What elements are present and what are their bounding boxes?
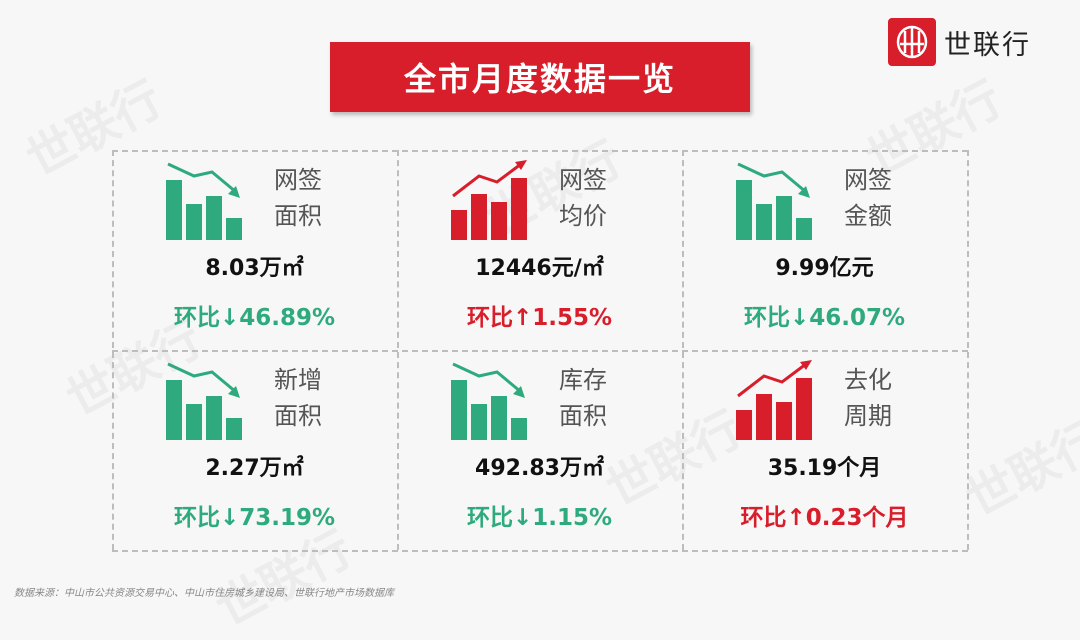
metric-label: 新增 面积 <box>274 362 354 434</box>
title-banner: 全市月度数据一览 <box>330 42 750 112</box>
metrics-grid: 网签 面积 8.03万㎡ 环比↓46.89% 网签 均价 12446元/㎡ 环比… <box>112 150 969 552</box>
metric-label: 网签 金额 <box>844 162 924 234</box>
metric-change: 环比↓46.89% <box>173 305 336 331</box>
divider <box>112 150 114 550</box>
metric-label: 网签 面积 <box>274 162 354 234</box>
metric-card: 网签 金额 9.99亿元 环比↓46.07% <box>682 150 967 350</box>
metric-value: 12446元/㎡ <box>475 256 604 281</box>
page-title: 全市月度数据一览 <box>403 60 676 98</box>
metric-change: 环比↑1.55% <box>466 305 613 331</box>
metric-card: 去化 周期 35.19个月 环比↑0.23个月 <box>682 350 967 550</box>
metric-label-line: 网签 <box>274 166 322 194</box>
metric-change: 环比↑0.23个月 <box>740 505 909 531</box>
metric-card: 新增 面积 2.27万㎡ 环比↓73.19% <box>112 350 397 550</box>
trend-down-bar-chart-icon <box>164 358 254 442</box>
watermark: 世联行 <box>957 410 1080 528</box>
divider <box>112 550 968 552</box>
divider <box>112 350 968 352</box>
divider <box>112 150 968 152</box>
brand-logo-icon <box>888 18 936 66</box>
brand-name: 世联行 <box>944 29 1031 61</box>
metric-card: 网签 面积 8.03万㎡ 环比↓46.89% <box>112 150 397 350</box>
data-source-note: 数据来源：中山市公共资源交易中心、中山市住房城乡建设局、世联行地产市场数据库 <box>14 588 394 599</box>
metric-label-line: 面积 <box>274 202 322 230</box>
divider <box>967 150 969 550</box>
divider <box>397 150 399 550</box>
metric-label: 去化 周期 <box>844 362 924 434</box>
metric-change: 环比↓1.15% <box>466 505 613 531</box>
metric-label-line: 周期 <box>844 402 892 430</box>
metric-label-line: 均价 <box>559 202 607 230</box>
metric-label-line: 新增 <box>274 366 322 394</box>
brand-logo: 世联行 <box>888 18 1031 66</box>
metric-label-line: 网签 <box>844 166 892 194</box>
metric-label-line: 网签 <box>559 166 607 194</box>
divider <box>682 150 684 550</box>
metric-label-line: 去化 <box>844 366 892 394</box>
metric-label: 网签 均价 <box>559 162 639 234</box>
trend-up-bar-chart-icon <box>734 358 824 442</box>
trend-down-bar-chart-icon <box>734 158 824 242</box>
metric-label-line: 库存 <box>559 366 607 394</box>
metric-card: 网签 均价 12446元/㎡ 环比↑1.55% <box>397 150 682 350</box>
metric-label-line: 面积 <box>559 402 607 430</box>
metric-label: 库存 面积 <box>559 362 639 434</box>
trend-down-bar-chart-icon <box>164 158 254 242</box>
trend-down-bar-chart-icon <box>449 358 539 442</box>
metric-change: 环比↓46.07% <box>743 305 906 331</box>
metric-label-line: 金额 <box>844 202 892 230</box>
metric-value: 492.83万㎡ <box>475 456 604 481</box>
metric-change: 环比↓73.19% <box>173 505 336 531</box>
metric-value: 2.27万㎡ <box>205 456 304 481</box>
metric-value: 9.99亿元 <box>775 256 874 281</box>
metric-label-line: 面积 <box>274 402 322 430</box>
metric-value: 8.03万㎡ <box>205 256 304 281</box>
trend-up-bar-chart-icon <box>449 158 539 242</box>
metric-card: 库存 面积 492.83万㎡ 环比↓1.15% <box>397 350 682 550</box>
metric-value: 35.19个月 <box>767 456 882 481</box>
